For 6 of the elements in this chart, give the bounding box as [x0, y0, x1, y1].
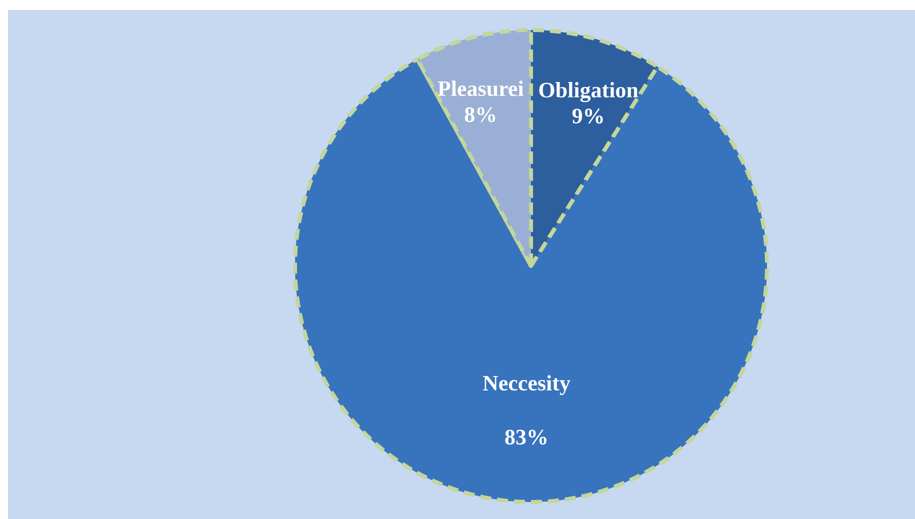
slice-label: Neccesity — [482, 375, 570, 396]
data-label: 8% — [464, 107, 496, 122]
slice-label: Obligation — [539, 82, 638, 102]
data-label: 83% — [505, 430, 546, 445]
data-label: 9% — [572, 108, 603, 124]
slice-label: Pleasurei — [438, 80, 524, 96]
